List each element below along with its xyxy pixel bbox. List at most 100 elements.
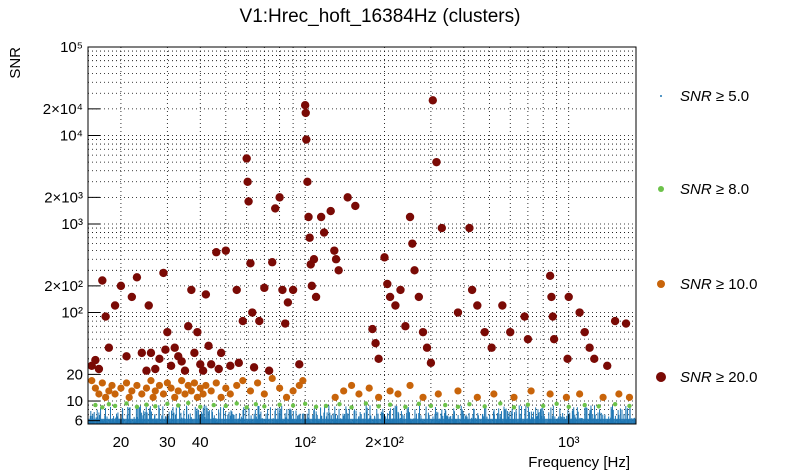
- data-point: [566, 404, 571, 410]
- data-point: [313, 404, 319, 410]
- x-axis-ticks: 20 30 40 10² 2×10² 10³: [113, 414, 580, 451]
- data-point: [337, 402, 342, 407]
- data-point: [506, 327, 515, 337]
- data-point: [305, 233, 314, 242]
- data-point: [596, 404, 601, 409]
- y-tick-label: 2×10²: [44, 278, 83, 295]
- data-point: [426, 358, 436, 368]
- data-point: [394, 390, 402, 398]
- data-point: [234, 401, 239, 406]
- data-point: [106, 402, 112, 407]
- data-point: [165, 401, 170, 407]
- data-point: [334, 266, 343, 275]
- data-point: [226, 390, 234, 398]
- y-tick-label: 10: [66, 393, 83, 410]
- data-point: [380, 253, 389, 262]
- data-point: [153, 404, 158, 409]
- data-point: [226, 361, 235, 371]
- legend-entry-label: SNR ≥ 8.0: [680, 181, 749, 198]
- data-point: [575, 308, 584, 317]
- data-point: [304, 212, 313, 222]
- data-point: [510, 393, 518, 401]
- data-point: [473, 393, 481, 401]
- data-point: [347, 381, 356, 390]
- data-point: [211, 402, 216, 408]
- data-point: [391, 301, 400, 310]
- data-point: [233, 381, 241, 390]
- data-point: [408, 239, 417, 248]
- data-point: [246, 387, 255, 395]
- data-point: [612, 402, 618, 407]
- data-point: [326, 206, 335, 216]
- data-point: [487, 343, 496, 352]
- data-point: [554, 401, 559, 407]
- data-point: [283, 298, 293, 307]
- data-point: [302, 401, 308, 407]
- data-point: [104, 343, 114, 352]
- data-point: [146, 348, 156, 358]
- data-point: [355, 390, 363, 398]
- data-point: [300, 100, 310, 110]
- data-point: [166, 361, 176, 371]
- data-point: [406, 381, 414, 390]
- data-point: [585, 343, 594, 352]
- data-point: [187, 285, 196, 295]
- data-point: [465, 223, 474, 233]
- data-point: [184, 322, 193, 331]
- data-point: [480, 327, 489, 337]
- data-point: [190, 379, 198, 387]
- data-point: [108, 381, 116, 390]
- data-point: [171, 393, 179, 401]
- data-point: [155, 381, 164, 390]
- data-point: [289, 387, 297, 395]
- legend-marker: [657, 280, 665, 288]
- data-point: [255, 316, 264, 326]
- data-point: [416, 401, 422, 407]
- data-point: [268, 258, 277, 267]
- data-point: [580, 327, 589, 337]
- data-point: [216, 348, 226, 358]
- legend-entry-label: SNR ≥ 5.0: [680, 88, 749, 105]
- x-tick-label: 20: [113, 434, 130, 451]
- data-point: [116, 281, 126, 291]
- data-point: [562, 393, 571, 401]
- data-point: [278, 285, 287, 295]
- legend-var: SNR: [680, 88, 716, 105]
- data-point: [198, 404, 203, 410]
- data-point: [101, 312, 110, 321]
- data-point: [428, 403, 434, 409]
- data-point: [260, 283, 269, 293]
- data-point: [615, 390, 623, 398]
- data-point: [214, 364, 223, 374]
- legend-threshold: ≥ 5.0: [716, 88, 749, 105]
- data-point: [527, 387, 535, 395]
- data-point: [178, 377, 186, 385]
- data-point: [467, 285, 477, 295]
- data-point: [473, 301, 482, 310]
- data-point: [196, 384, 204, 392]
- data-point: [405, 212, 415, 222]
- data-point: [125, 393, 133, 401]
- y-tick-label: 10⁴: [60, 128, 83, 145]
- data-point: [368, 324, 377, 334]
- data-point: [93, 402, 98, 408]
- data-point: [434, 390, 442, 398]
- data-point: [498, 301, 507, 310]
- data-point: [144, 402, 149, 407]
- data-point: [142, 384, 151, 392]
- data-point: [253, 402, 259, 407]
- data-point: [184, 381, 192, 390]
- data-point: [180, 366, 190, 375]
- data-point: [549, 334, 559, 344]
- legend-entry-label: SNR ≥ 10.0: [680, 276, 757, 293]
- data-point: [482, 404, 487, 409]
- data-point: [181, 390, 189, 398]
- data-point: [249, 363, 259, 372]
- y-tick-label: 10²: [61, 305, 83, 322]
- data-point: [187, 387, 195, 395]
- data-point: [155, 354, 164, 363]
- data-point: [221, 246, 231, 255]
- x-tick-label: 40: [192, 434, 209, 451]
- data-point: [144, 301, 153, 310]
- data-point: [396, 285, 405, 295]
